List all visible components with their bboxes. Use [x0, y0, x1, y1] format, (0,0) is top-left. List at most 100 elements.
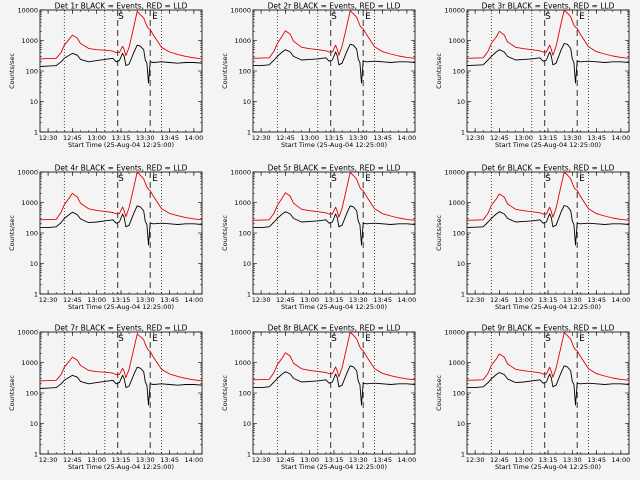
y-tick-label: 100 [239, 389, 251, 397]
interval-marker-e: E [152, 334, 158, 344]
panel-det-3: Det 3r BLACK = Events, RED = LLD 1 10 100 10… [435, 2, 630, 150]
x-tick-label: 13:00 [514, 296, 533, 304]
y-tick-label: 10 [30, 420, 38, 428]
x-tick-label: 13:45 [160, 134, 179, 142]
panel-title: Det 7r BLACK = Events, RED = LLD [55, 324, 188, 333]
x-tick-label: 13:45 [587, 296, 606, 304]
y-tick-label: 1000 [234, 199, 251, 207]
x-axis-label: Start Time (25-Aug-04 12:25:00) [281, 141, 387, 149]
events-series-line [253, 365, 416, 406]
x-tick-label: 13:45 [587, 134, 606, 142]
panel-det-2: Det 2r BLACK = Events, RED = LLD 1 10 100 10… [221, 2, 416, 150]
lld-series-line [466, 332, 630, 381]
x-tick-label: 14:00 [612, 134, 631, 142]
events-series-line [466, 205, 630, 246]
interval-marker-s: S [331, 334, 337, 344]
x-tick-label: 13:15 [325, 134, 344, 142]
y-tick-label: 1 [247, 450, 251, 458]
y-tick-label: 10 [30, 260, 38, 268]
y-tick-label: 100 [26, 389, 38, 397]
y-tick-label: 10000 [17, 6, 38, 14]
x-axis-label: Start Time (25-Aug-04 12:25:00) [495, 463, 601, 471]
x-tick-label: 13:45 [587, 456, 606, 464]
interval-marker-s: S [545, 334, 551, 344]
y-tick-label: 10000 [17, 168, 38, 176]
x-tick-label: 12:45 [63, 134, 82, 142]
x-tick-label: 12:45 [276, 134, 295, 142]
events-series-line [40, 205, 203, 246]
events-series-line [39, 44, 203, 84]
panel-title: Det 9r BLACK = Events, RED = LLD [482, 324, 615, 333]
interval-marker-e: E [579, 334, 585, 344]
y-axis-label: Counts/sec [435, 53, 443, 89]
lld-series-line [252, 10, 416, 59]
y-tick-label: 10 [243, 98, 251, 106]
x-tick-label: 13:00 [87, 456, 106, 464]
interval-marker-e: E [365, 174, 371, 184]
x-tick-label: 13:00 [87, 134, 106, 142]
x-tick-label: 14:00 [398, 296, 417, 304]
y-tick-label: 10000 [230, 6, 251, 14]
panel-det-8: Det 8r BLACK = Events, RED = LLD 1 10 100 10… [221, 324, 416, 472]
x-tick-label: 13:30 [349, 134, 368, 142]
x-axis-label: Start Time (25-Aug-04 12:25:00) [68, 303, 174, 311]
x-tick-label: 12:30 [466, 296, 485, 304]
x-axis-label: Start Time (25-Aug-04 12:25:00) [68, 141, 174, 149]
x-tick-label: 13:15 [112, 134, 131, 142]
x-axis-label: Start Time (25-Aug-04 12:25:00) [495, 303, 601, 311]
x-axis-label: Start Time (25-Aug-04 12:25:00) [495, 141, 601, 149]
x-tick-label: 12:30 [39, 296, 58, 304]
y-tick-label: 10 [30, 98, 38, 106]
x-tick-label: 13:00 [514, 456, 533, 464]
y-tick-label: 10000 [230, 168, 251, 176]
x-tick-label: 13:45 [373, 296, 392, 304]
x-tick-label: 13:15 [539, 134, 558, 142]
y-tick-label: 1000 [448, 37, 465, 45]
y-tick-label: 1000 [21, 199, 38, 207]
y-tick-label: 10 [457, 260, 465, 268]
lld-series-line [252, 331, 416, 381]
y-axis-label: Counts/sec [221, 375, 229, 411]
x-tick-label: 14:00 [185, 456, 204, 464]
y-tick-label: 10 [457, 98, 465, 106]
interval-marker-s: S [331, 174, 337, 184]
interval-marker-s: S [118, 12, 124, 22]
x-tick-label: 13:00 [514, 134, 533, 142]
lld-series-line [39, 333, 203, 382]
y-tick-label: 1 [461, 290, 465, 298]
x-tick-label: 13:15 [325, 296, 344, 304]
y-axis-label: Counts/sec [8, 375, 16, 411]
x-tick-label: 13:00 [87, 296, 106, 304]
y-tick-label: 100 [453, 67, 465, 75]
x-tick-label: 12:45 [490, 456, 509, 464]
y-tick-label: 10000 [230, 328, 251, 336]
x-tick-label: 13:30 [563, 456, 582, 464]
interval-marker-s: S [331, 12, 337, 22]
y-tick-label: 100 [453, 389, 465, 397]
x-tick-label: 13:15 [325, 456, 344, 464]
lld-series-line [252, 171, 416, 221]
x-tick-label: 13:15 [112, 456, 131, 464]
y-axis-label: Counts/sec [435, 215, 443, 251]
x-tick-label: 13:30 [349, 296, 368, 304]
x-tick-label: 13:45 [373, 134, 392, 142]
panel-title: Det 6r BLACK = Events, RED = LLD [482, 164, 615, 173]
y-tick-label: 10000 [444, 168, 465, 176]
interval-marker-s: S [545, 174, 551, 184]
x-axis-label: Start Time (25-Aug-04 12:25:00) [68, 463, 174, 471]
x-tick-label: 13:45 [373, 456, 392, 464]
x-tick-label: 12:45 [490, 296, 509, 304]
events-series-line [253, 43, 416, 84]
panel-title: Det 1r BLACK = Events, RED = LLD [55, 2, 188, 11]
y-axis-label: Counts/sec [8, 53, 16, 89]
interval-marker-e: E [152, 174, 158, 184]
interval-marker-e: E [579, 174, 585, 184]
panel-det-1: Det 1r BLACK = Events, RED = LLD 1 10 100 10… [8, 2, 203, 150]
x-tick-label: 12:45 [276, 456, 295, 464]
events-series-line [39, 366, 203, 406]
y-tick-label: 10000 [444, 6, 465, 14]
y-tick-label: 100 [453, 229, 465, 237]
x-tick-label: 13:45 [160, 456, 179, 464]
y-tick-label: 1000 [21, 37, 38, 45]
